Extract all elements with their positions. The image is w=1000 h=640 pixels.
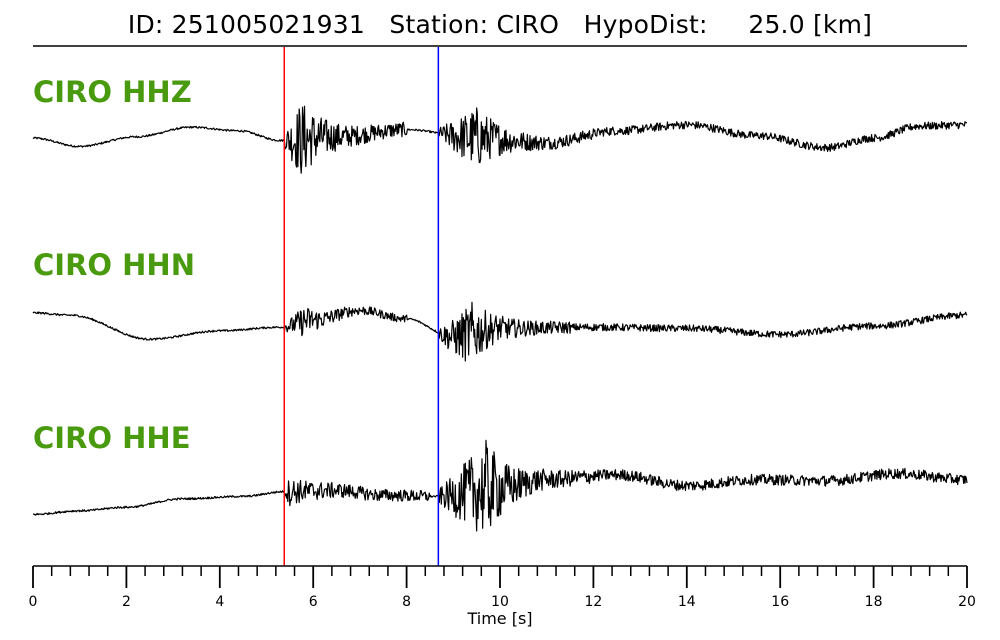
x-tick-label: 10: [491, 594, 509, 610]
x-tick-label: 0: [29, 594, 38, 610]
waveform-ciro-hhz: [32, 105, 968, 174]
x-tick-label: 4: [215, 594, 224, 610]
channel-label-ciro-hhn: CIRO HHN: [33, 248, 195, 282]
x-tick-label: 6: [309, 594, 318, 610]
x-tick-label: 8: [402, 594, 411, 610]
channel-label-ciro-hhe: CIRO HHE: [33, 421, 191, 455]
x-tick-label: 2: [122, 594, 131, 610]
x-tick-label: 18: [865, 594, 883, 610]
x-tick-label: 16: [771, 594, 789, 610]
channel-label-ciro-hhz: CIRO HHZ: [33, 75, 192, 109]
x-tick-label: 14: [678, 594, 696, 610]
x-axis-title: Time [s]: [466, 609, 532, 628]
waveform-ciro-hhn: [32, 301, 968, 362]
phase-picks-layer: [283, 47, 440, 566]
station-name: Station: CIRO: [389, 10, 560, 39]
hypo-distance: HypoDist: 25.0 [km]: [583, 10, 873, 39]
channel-labels-layer: CIRO HHZ CIRO HHN CIRO HHE: [33, 75, 195, 455]
traces-layer: [32, 105, 968, 532]
x-tick-label: 12: [584, 594, 602, 610]
figure-title: ID: 251005021931 Station: CIRO HypoDist:…: [0, 10, 1000, 39]
x-axis: 0 2 4 6 8 10 12 14 16 18 20: [29, 565, 976, 610]
x-tick-label: 20: [958, 594, 976, 610]
event-id: ID: 251005021931: [127, 10, 365, 39]
waveform-ciro-hhe: [32, 439, 968, 532]
